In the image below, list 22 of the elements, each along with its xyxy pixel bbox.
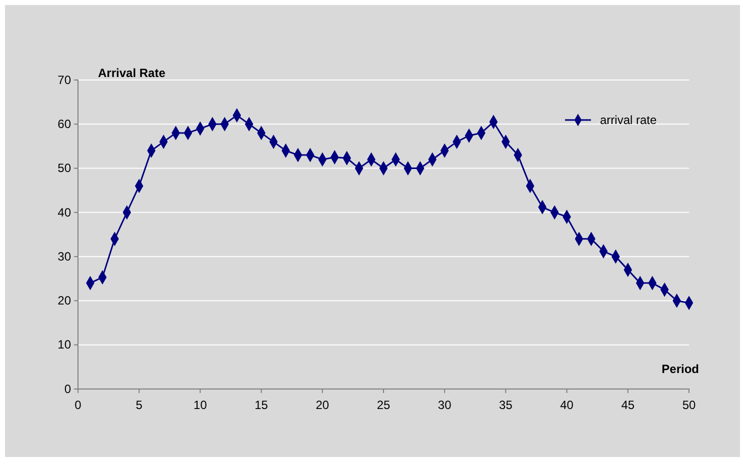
x-tick-label: 50 — [682, 398, 696, 412]
x-tick-label: 5 — [136, 398, 143, 412]
x-tick-label: 20 — [316, 398, 330, 412]
x-tick-label: 15 — [254, 398, 268, 412]
y-tick-label: 70 — [58, 72, 72, 87]
x-tick-label: 30 — [438, 398, 452, 412]
y-tick-label: 0 — [64, 382, 72, 396]
x-axis-title: Period — [662, 362, 699, 376]
x-tick-label: 0 — [74, 398, 82, 412]
y-tick-label: 10 — [58, 338, 72, 352]
y-tick-label: 50 — [58, 161, 72, 176]
x-tick-label: 35 — [499, 398, 513, 412]
y-tick-label: 30 — [58, 249, 72, 264]
y-tick-label: 20 — [58, 294, 72, 308]
x-tick-label: 10 — [194, 398, 208, 412]
x-tick-label: 40 — [560, 398, 574, 412]
legend-label: arrival rate — [600, 113, 658, 127]
x-tick-label: 25 — [376, 398, 390, 412]
y-tick-label: 40 — [58, 205, 72, 220]
y-axis-title: Arrival Rate — [98, 66, 166, 80]
y-tick-label: 60 — [58, 116, 72, 131]
x-tick-label: 45 — [621, 398, 635, 412]
